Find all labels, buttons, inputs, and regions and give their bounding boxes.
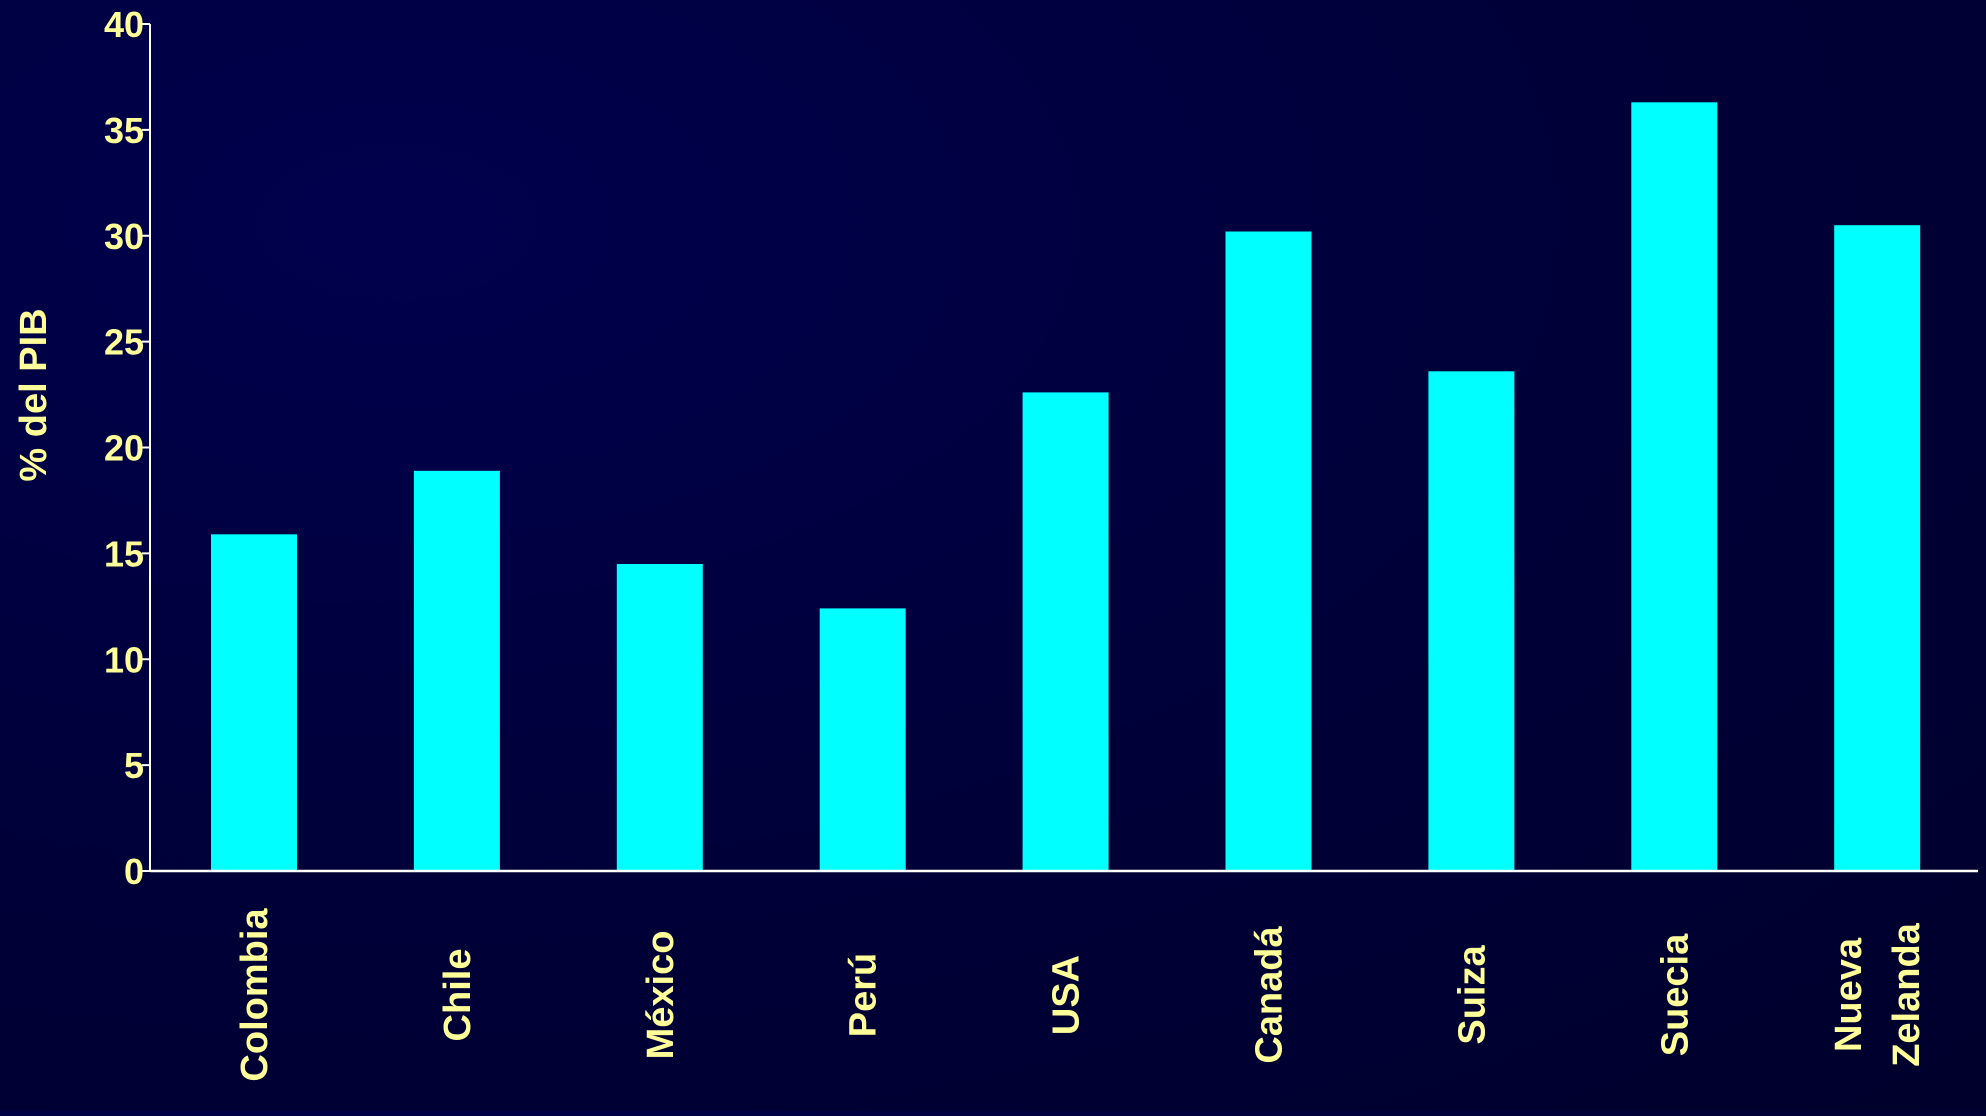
x-category-label: Chile <box>437 949 479 1042</box>
x-category-label: Canadá <box>1249 926 1291 1064</box>
y-tick-label: 25 <box>104 322 144 363</box>
y-tick-label: 20 <box>104 428 144 469</box>
bars-layer <box>211 102 1921 872</box>
y-tick-label: 0 <box>124 851 144 892</box>
bar-perú <box>819 608 906 871</box>
y-tick-label: 15 <box>104 533 144 574</box>
x-category-label: Suiza <box>1451 945 1493 1045</box>
bar-usa <box>1022 392 1109 871</box>
bar-suiza <box>1428 371 1515 871</box>
y-tick-label: 5 <box>124 745 144 786</box>
y-tick-label: 30 <box>104 216 144 257</box>
y-tick-label: 40 <box>104 4 144 45</box>
x-category-label: Perú <box>843 953 885 1037</box>
bar-canadá <box>1225 231 1312 871</box>
bar-nueva-zelanda <box>1834 225 1921 871</box>
bar-colombia <box>211 534 297 871</box>
bar-chile <box>413 470 500 871</box>
bar-suecia <box>1631 102 1718 872</box>
x-category-labels: Colombia Chile México Perú USA Canadá Suiza Sue… <box>234 908 1928 1082</box>
axes-layer <box>142 23 1978 873</box>
y-tick-labels: 0 5 10 15 20 25 30 35 40 <box>104 4 144 892</box>
x-category-label: Colombia <box>234 908 276 1082</box>
bar-méxico <box>616 564 703 871</box>
x-category-label: USA <box>1046 955 1088 1035</box>
x-category-label: México <box>640 931 682 1060</box>
y-tick-label: 35 <box>104 110 144 151</box>
x-category-label: Suecia <box>1654 933 1696 1056</box>
x-category-label: Nueva Zelanda <box>1828 922 1928 1066</box>
y-axis-title: % del PIB <box>13 308 55 481</box>
y-tick-label: 10 <box>104 639 144 680</box>
